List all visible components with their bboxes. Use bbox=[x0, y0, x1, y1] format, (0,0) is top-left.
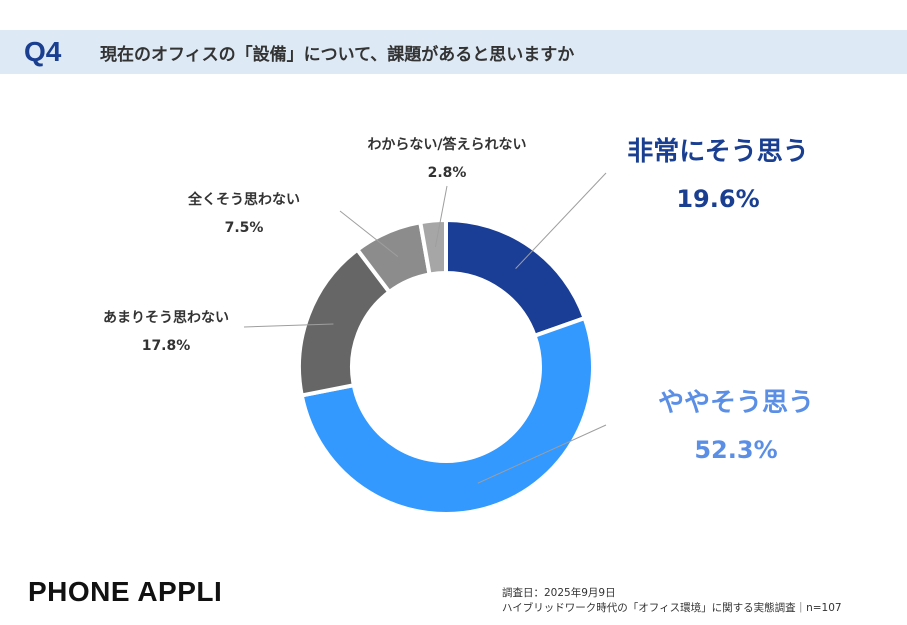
survey-date: 調査日：2025年9月9日 bbox=[502, 587, 616, 599]
category-label-not-at-all: 全くそう思わない bbox=[187, 191, 300, 208]
leader-line-not-really bbox=[243, 323, 334, 328]
brand-logo-text: PHONE APPLI bbox=[28, 576, 223, 607]
value-label-dont-know: 2.8% bbox=[428, 165, 467, 181]
category-label-somewhat: ややそう思う bbox=[658, 388, 814, 418]
slice-dont-know bbox=[417, 217, 448, 277]
slice-very-much bbox=[444, 217, 588, 339]
donut-slices bbox=[297, 217, 595, 516]
question-header: Q4 現在のオフィスの「設備」について、課題があると思いますか bbox=[0, 30, 907, 74]
question-text: 現在のオフィスの「設備」について、課題があると思いますか bbox=[100, 44, 575, 65]
leader-lines bbox=[243, 172, 607, 484]
value-label-somewhat: 52.3% bbox=[694, 436, 777, 464]
category-label-dont-know: わからない/答えられない bbox=[367, 136, 526, 153]
question-number: Q4 bbox=[24, 36, 62, 67]
value-label-not-at-all: 7.5% bbox=[225, 220, 264, 236]
value-label-very-much: 19.6% bbox=[676, 185, 759, 213]
leader-line-very-much bbox=[515, 172, 607, 269]
leader-line-dont-know bbox=[434, 185, 448, 248]
category-label-not-really: あまりそう思わない bbox=[103, 310, 229, 326]
leader-line-not-at-all bbox=[339, 210, 399, 257]
category-label-very-much: 非常にそう思う bbox=[627, 137, 808, 167]
leader-line-somewhat bbox=[477, 424, 607, 484]
survey-name: ハイブリッドワーク時代の「オフィス環境」に関する実態調査｜n=107 bbox=[502, 602, 842, 614]
survey-source: 調査日：2025年9月9日 ハイブリッドワーク時代の「オフィス環境」に関する実態… bbox=[502, 586, 842, 616]
slice-somewhat bbox=[299, 315, 595, 516]
value-label-not-really: 17.8% bbox=[142, 338, 191, 354]
